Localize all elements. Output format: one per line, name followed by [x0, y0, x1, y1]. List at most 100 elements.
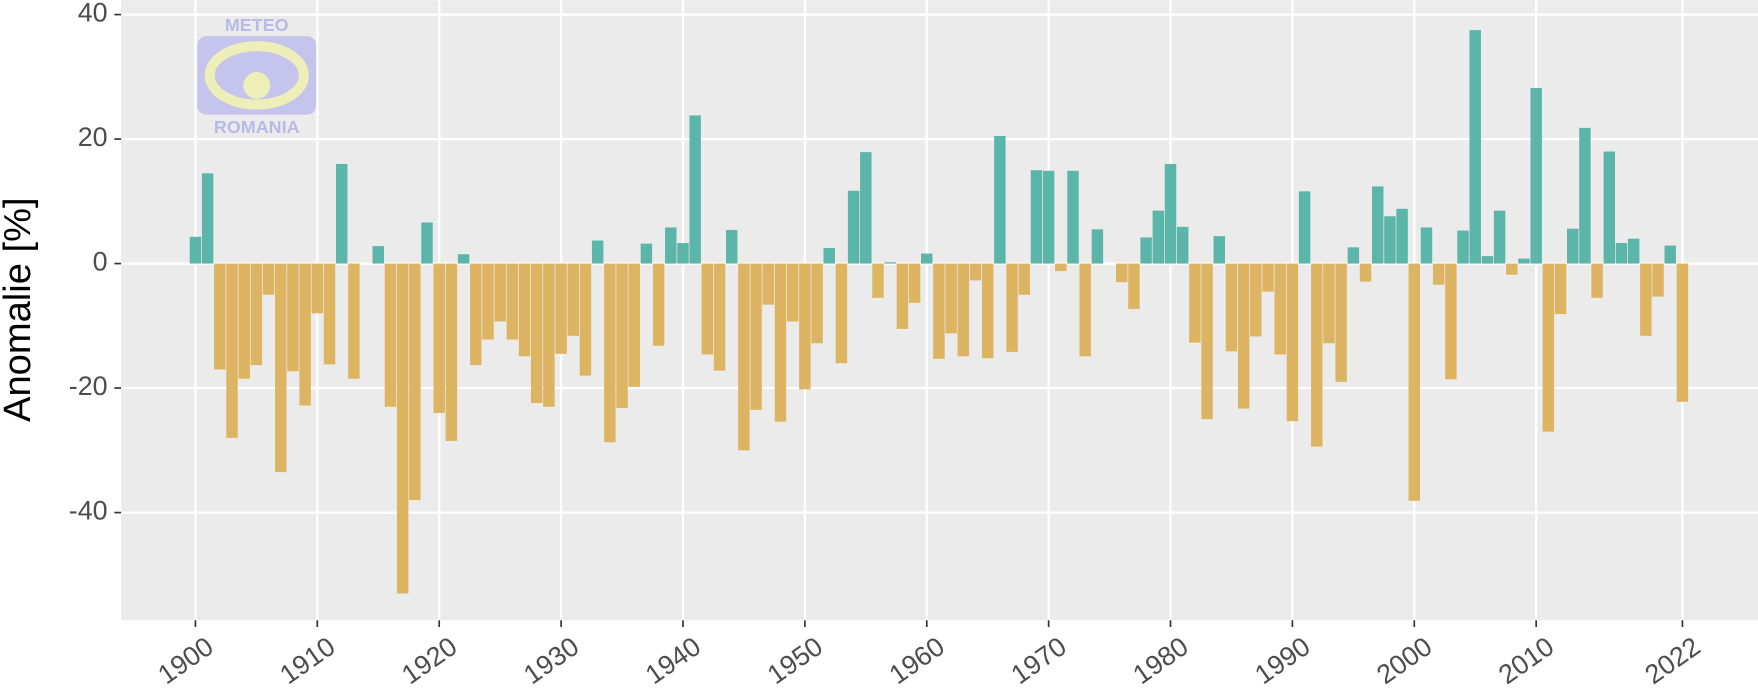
bar — [628, 263, 640, 387]
bar — [762, 263, 775, 305]
bar — [616, 263, 628, 408]
bar — [1286, 263, 1299, 422]
bar — [689, 115, 701, 264]
bar — [518, 263, 531, 357]
bar — [847, 190, 860, 264]
bar — [1006, 263, 1018, 352]
bar — [1542, 263, 1555, 432]
bar — [323, 263, 336, 365]
bar — [1676, 263, 1689, 402]
bar — [1055, 263, 1067, 272]
bar — [299, 263, 311, 406]
y-tick-label: 40 — [78, 0, 108, 28]
bar — [1530, 88, 1542, 264]
bar — [311, 263, 324, 314]
x-tick-label: 1920 — [396, 631, 462, 690]
bar — [713, 263, 726, 371]
bar — [1152, 210, 1165, 264]
x-tick-label: 1950 — [762, 631, 828, 690]
bar — [1506, 263, 1518, 275]
bar — [774, 263, 787, 422]
bar — [835, 263, 848, 364]
bar — [994, 135, 1006, 264]
bar — [860, 152, 872, 264]
bar — [1493, 210, 1506, 264]
bar — [1262, 263, 1274, 292]
bar — [1201, 263, 1213, 420]
bar — [1067, 170, 1079, 264]
bar — [214, 263, 226, 370]
y-tick-label: 20 — [78, 122, 108, 152]
bar — [957, 263, 970, 357]
bar — [433, 263, 445, 413]
bar — [189, 236, 202, 264]
x-tick-label: 1940 — [640, 631, 706, 690]
x-tick-label: 1960 — [884, 631, 950, 690]
bar — [1481, 256, 1494, 264]
bar — [726, 229, 738, 264]
bar — [384, 263, 397, 407]
bar — [1030, 170, 1043, 264]
bar — [945, 263, 957, 334]
bar — [1116, 263, 1128, 283]
bar — [506, 263, 519, 340]
logo-bottom: ROMANIA — [214, 117, 300, 137]
bar — [1189, 263, 1201, 343]
bar — [1445, 263, 1457, 380]
bar — [1591, 263, 1603, 298]
y-tick-label: -20 — [69, 371, 108, 401]
bar — [1128, 263, 1140, 310]
bar — [1518, 258, 1530, 264]
bar — [701, 263, 714, 355]
bar — [823, 248, 835, 264]
bar — [275, 263, 287, 473]
x-tick-label: 2010 — [1493, 631, 1559, 690]
bar — [1567, 228, 1579, 264]
x-tick-label: 1900 — [152, 631, 218, 690]
bar — [1164, 163, 1177, 264]
bar — [1225, 263, 1238, 352]
bar — [1323, 263, 1335, 344]
bar — [201, 173, 214, 264]
bar — [445, 263, 458, 441]
bar — [1420, 227, 1433, 264]
bar — [896, 263, 909, 329]
logo: METEO ROMANIA — [197, 15, 317, 137]
x-tick-label: 1930 — [518, 631, 584, 690]
bar — [1664, 245, 1676, 264]
bar — [409, 263, 421, 501]
logo-top: METEO — [225, 15, 289, 35]
bar — [238, 263, 250, 379]
bar — [1140, 237, 1152, 264]
bar — [494, 263, 506, 322]
bar — [665, 227, 677, 264]
bar — [1396, 208, 1408, 264]
bar — [1615, 243, 1628, 264]
bar — [262, 263, 275, 295]
bar — [1311, 263, 1323, 447]
bar — [1042, 170, 1055, 264]
bar — [567, 263, 580, 336]
x-tick-label: 1980 — [1128, 631, 1194, 690]
bar — [1371, 186, 1384, 264]
bar — [482, 263, 494, 340]
bar — [604, 263, 616, 443]
bar — [1091, 229, 1104, 264]
bar — [1554, 263, 1567, 314]
bar — [457, 254, 470, 264]
bar — [1213, 236, 1225, 264]
y-tick-label: -40 — [69, 496, 108, 526]
x-tick-label: 1990 — [1249, 631, 1315, 690]
bar — [908, 263, 921, 303]
bar — [530, 263, 543, 404]
x-tick-label: 1910 — [274, 631, 340, 690]
bar — [1579, 127, 1591, 264]
logo-ring — [204, 41, 309, 110]
bar — [1335, 263, 1347, 382]
bar — [287, 263, 299, 372]
x-tick-label: 2022 — [1639, 631, 1705, 690]
bar — [921, 253, 933, 264]
bar — [969, 263, 982, 281]
